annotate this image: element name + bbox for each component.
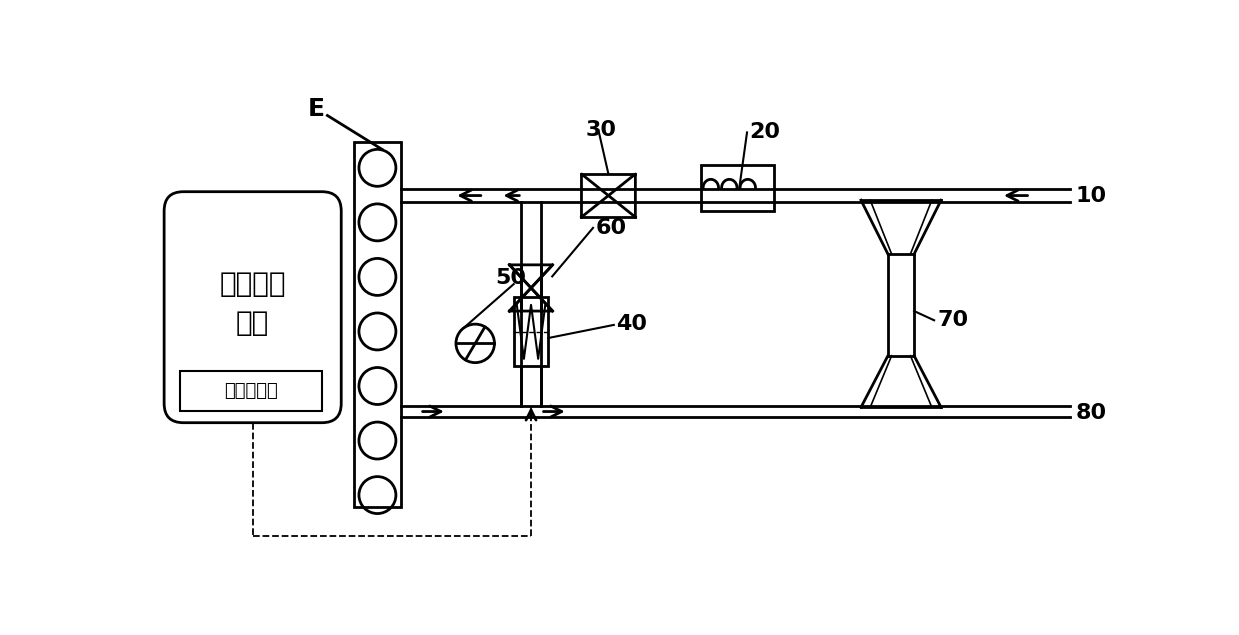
Text: 80: 80 — [1075, 403, 1106, 424]
Bar — [354, 142, 400, 507]
Text: 50: 50 — [496, 268, 527, 288]
Text: 单元: 单元 — [237, 309, 269, 337]
Text: 30: 30 — [585, 120, 616, 140]
Bar — [701, 164, 774, 211]
Bar — [514, 297, 549, 366]
Polygon shape — [608, 174, 636, 217]
Bar — [180, 371, 322, 411]
Polygon shape — [581, 174, 608, 217]
Text: 时间存储器: 时间存储器 — [224, 382, 278, 400]
Text: 40: 40 — [616, 314, 647, 334]
Polygon shape — [509, 288, 553, 311]
Text: 20: 20 — [750, 122, 781, 142]
FancyBboxPatch shape — [164, 192, 341, 423]
Polygon shape — [509, 265, 553, 288]
Text: 70: 70 — [937, 311, 969, 330]
Text: 60: 60 — [595, 218, 627, 238]
Text: 10: 10 — [1075, 185, 1106, 206]
Text: E: E — [307, 97, 325, 121]
Text: 电子控制: 电子控制 — [219, 270, 286, 298]
